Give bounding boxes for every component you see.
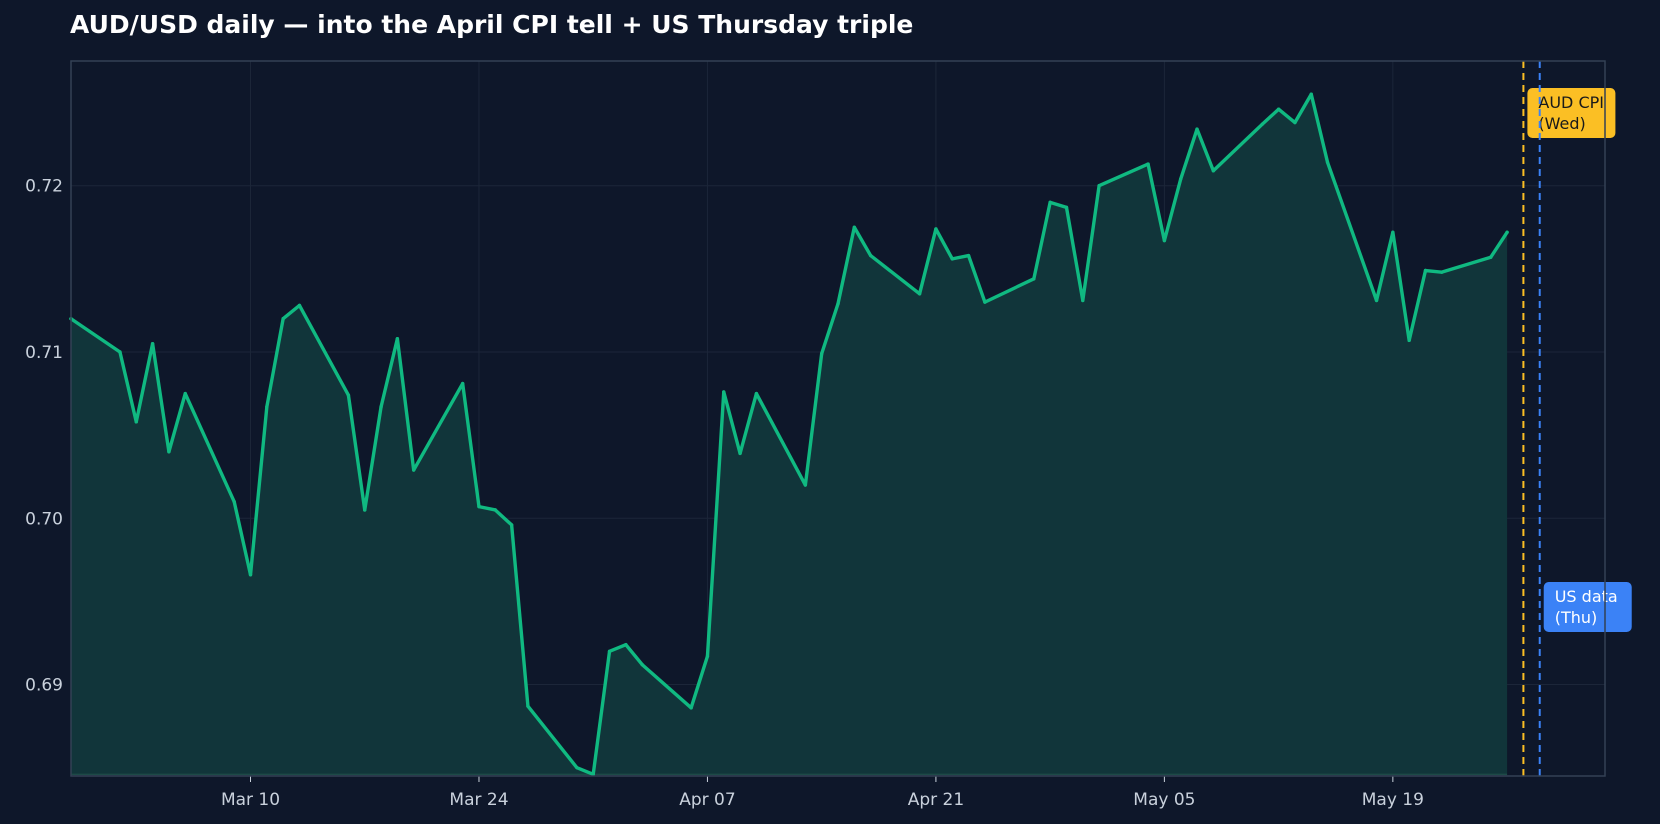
data-point: [1423, 268, 1428, 273]
chart-title: AUD/USD daily — into the April CPI tell …: [70, 10, 913, 39]
data-point: [1081, 298, 1085, 303]
data-point: [477, 504, 481, 509]
data-point: [1032, 277, 1036, 281]
data-point: [591, 772, 595, 777]
data-point: [1325, 160, 1330, 165]
data-point: [1309, 92, 1313, 96]
event-label-text: AUD CPI: [1538, 93, 1604, 112]
y-tick-label: 0.72: [25, 177, 63, 197]
data-point: [917, 292, 922, 296]
data-point: [509, 523, 514, 527]
data-point: [167, 450, 171, 454]
data-point: [966, 253, 971, 258]
data-point: [607, 649, 612, 653]
data-point: [265, 405, 269, 409]
data-point: [183, 391, 187, 396]
data-point: [281, 317, 285, 321]
data-point: [363, 508, 367, 512]
event-label-text: (Thu): [1555, 608, 1598, 627]
data-point: [1505, 230, 1509, 234]
data-point: [1195, 127, 1199, 131]
data-point: [395, 336, 400, 341]
data-point: [346, 393, 351, 397]
data-point: [819, 351, 824, 356]
data-point: [118, 350, 122, 354]
data-point: [1374, 298, 1379, 303]
data-point: [803, 483, 808, 487]
y-tick-label: 0.70: [25, 509, 63, 529]
data-point: [1048, 200, 1052, 205]
data-point: [1211, 169, 1216, 173]
event-label-box: [1527, 88, 1616, 138]
x-tick-label: Apr 21: [908, 790, 964, 810]
x-tick-label: Mar 10: [221, 790, 280, 810]
data-point: [738, 451, 742, 456]
data-point: [1179, 177, 1183, 181]
data-point: [934, 227, 938, 231]
data-point: [1276, 107, 1281, 111]
line-layer: [69, 92, 1509, 777]
x-tick-label: Apr 07: [679, 790, 735, 810]
data-point: [575, 765, 579, 770]
data-point: [1489, 255, 1493, 259]
data-point: [1407, 338, 1411, 343]
x-tick-label: May 19: [1362, 790, 1424, 810]
event-label-text: (Wed): [1538, 114, 1585, 133]
data-point: [248, 573, 253, 577]
y-tick-label: 0.69: [25, 676, 63, 696]
data-point: [412, 468, 416, 472]
data-point: [852, 225, 857, 229]
data-point: [1097, 184, 1101, 188]
area-layer: [71, 94, 1508, 776]
data-point: [232, 499, 236, 504]
data-point: [950, 257, 954, 261]
y-tick-label: 0.71: [25, 343, 63, 363]
data-point: [1146, 162, 1150, 166]
data-point: [754, 391, 759, 396]
data-point: [1440, 270, 1444, 274]
data-point: [624, 642, 628, 647]
data-point: [836, 302, 840, 306]
data-point: [689, 706, 693, 710]
event-layer: AUD CPI (Wed) US data (Thu): [1522, 61, 1632, 776]
data-point: [460, 381, 465, 386]
x-tick-label: May 05: [1133, 790, 1195, 810]
plot-frame: [70, 60, 1606, 777]
event-label-box: [1543, 582, 1632, 632]
data-point: [983, 300, 987, 304]
data-point: [868, 253, 873, 258]
data-point: [722, 390, 726, 394]
data-point: [705, 654, 710, 658]
event-label-text: US data: [1555, 587, 1618, 606]
data-point: [640, 662, 644, 667]
data-point: [1293, 120, 1297, 125]
data-point: [493, 508, 497, 512]
data-point: [1260, 122, 1264, 126]
data-point: [150, 341, 155, 346]
data-point: [297, 303, 302, 308]
data-point: [1064, 205, 1069, 210]
data-point: [526, 704, 530, 708]
series-area-fill: [71, 94, 1508, 775]
x-tick-label: Mar 24: [449, 790, 508, 810]
data-point: [134, 420, 138, 424]
data-point: [1162, 238, 1167, 243]
axes: 0.69 0.70 0.71 0.72 Mar 10 Mar 24 Apr 07 Apr 21…: [25, 60, 1606, 810]
data-point: [1391, 230, 1395, 234]
data-point: [379, 405, 383, 409]
